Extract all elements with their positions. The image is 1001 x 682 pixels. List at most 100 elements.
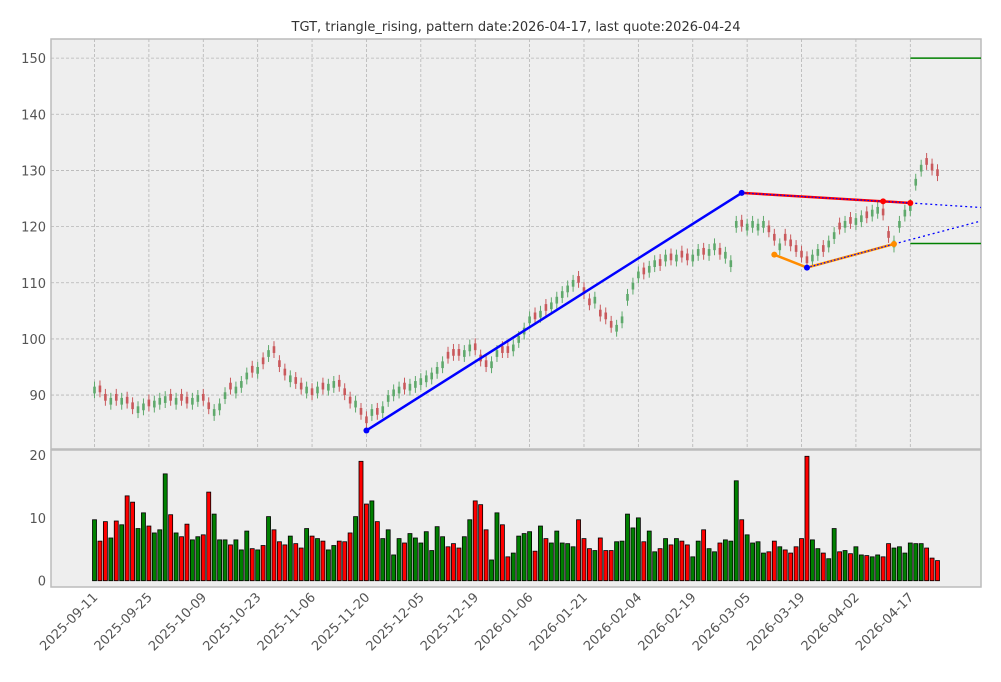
volume-bar — [864, 555, 870, 582]
volume-bar — [581, 538, 587, 582]
candle-body — [441, 361, 444, 369]
volume-tick-label: 20 — [29, 449, 46, 464]
volume-bar — [815, 548, 821, 582]
volume-bar — [548, 542, 554, 582]
volume-bar — [380, 538, 386, 582]
volume-bar — [771, 540, 777, 582]
volume-bar — [293, 543, 299, 582]
candle-body — [310, 388, 314, 396]
volume-bar — [929, 557, 935, 582]
candle-body — [713, 243, 716, 251]
candle-body — [767, 225, 771, 233]
volume-bar — [858, 554, 864, 582]
volume-bar — [249, 548, 255, 582]
volume-bar — [733, 480, 739, 582]
volume-tick-label: 10 — [29, 512, 46, 527]
volume-bar — [918, 543, 924, 582]
candle-body — [816, 249, 820, 256]
volume-bar — [407, 533, 413, 582]
candle-body — [93, 386, 96, 394]
candle-body — [631, 282, 635, 290]
volume-bar — [364, 503, 369, 582]
candle-body — [544, 304, 548, 311]
candle-body — [571, 279, 575, 287]
volume-bar — [641, 541, 647, 582]
candle-body — [925, 158, 928, 165]
volume-bar — [782, 549, 788, 582]
candle-body — [321, 382, 325, 390]
volume-bar — [135, 528, 141, 582]
volume-bar — [625, 513, 630, 582]
volume-bar — [902, 552, 908, 582]
volume-bar — [777, 546, 783, 582]
volume-bar — [532, 550, 538, 582]
candle-body — [718, 247, 722, 255]
candle-body — [908, 204, 912, 211]
candle-body — [463, 350, 466, 357]
volume-bar — [353, 516, 358, 582]
volume-bar — [277, 541, 282, 582]
candle-body — [506, 346, 510, 353]
volume-bar — [244, 530, 250, 582]
candle-body — [495, 350, 499, 357]
volume-bar — [434, 526, 440, 582]
candle-body — [860, 215, 863, 223]
volume-bar — [358, 460, 364, 582]
candle-body — [125, 396, 129, 404]
candle-body — [626, 293, 629, 301]
volume-bar — [788, 552, 794, 582]
candle-body — [245, 372, 249, 380]
volume-bar — [440, 536, 445, 582]
volume-bar — [315, 538, 320, 582]
volume-bar — [706, 548, 712, 582]
volume-bar — [597, 537, 603, 582]
volume-bar — [712, 551, 717, 582]
volume-bar — [924, 547, 930, 582]
candle-body — [207, 402, 211, 410]
pivot-point — [907, 200, 914, 206]
candle-body — [490, 361, 493, 369]
volume-bar — [141, 512, 146, 582]
candle-body — [468, 344, 472, 352]
volume-bar — [891, 547, 897, 582]
volume-bar — [331, 545, 337, 582]
candle-body — [343, 388, 346, 396]
candle-body — [930, 163, 934, 171]
volume-bar — [461, 536, 467, 582]
candle-body — [800, 250, 803, 258]
candle-body — [762, 220, 765, 228]
volume-bar — [592, 550, 598, 582]
candle-body — [158, 397, 162, 405]
volume-bar — [478, 504, 484, 582]
volume-bar — [222, 539, 228, 582]
candle-body — [919, 164, 923, 172]
volume-bar — [701, 529, 707, 582]
candle-body — [702, 247, 705, 255]
candle-body — [609, 320, 613, 328]
candle-body — [533, 312, 537, 320]
candle-body — [691, 254, 695, 262]
volume-bar — [804, 455, 810, 582]
volume-bar — [184, 523, 190, 582]
candle-body — [272, 346, 276, 353]
volume-bar — [151, 532, 157, 582]
candle-body — [196, 395, 200, 402]
candle-body — [669, 253, 673, 261]
volume-bar — [97, 540, 103, 582]
candle-body — [686, 253, 689, 261]
volume-bar — [690, 556, 696, 582]
candle-body — [316, 386, 319, 394]
candle-body — [870, 209, 874, 217]
candle-body — [348, 396, 352, 404]
candle-body — [484, 360, 488, 367]
candle-body — [637, 271, 640, 279]
candle-body — [392, 389, 395, 397]
candle-body — [354, 400, 357, 408]
volume-bar — [195, 536, 201, 582]
candle-body — [473, 343, 477, 351]
volume-bar — [728, 540, 734, 582]
candle-body — [419, 378, 423, 385]
candle-body — [517, 336, 521, 343]
candle-body — [185, 396, 189, 404]
volume-bar — [570, 546, 576, 582]
